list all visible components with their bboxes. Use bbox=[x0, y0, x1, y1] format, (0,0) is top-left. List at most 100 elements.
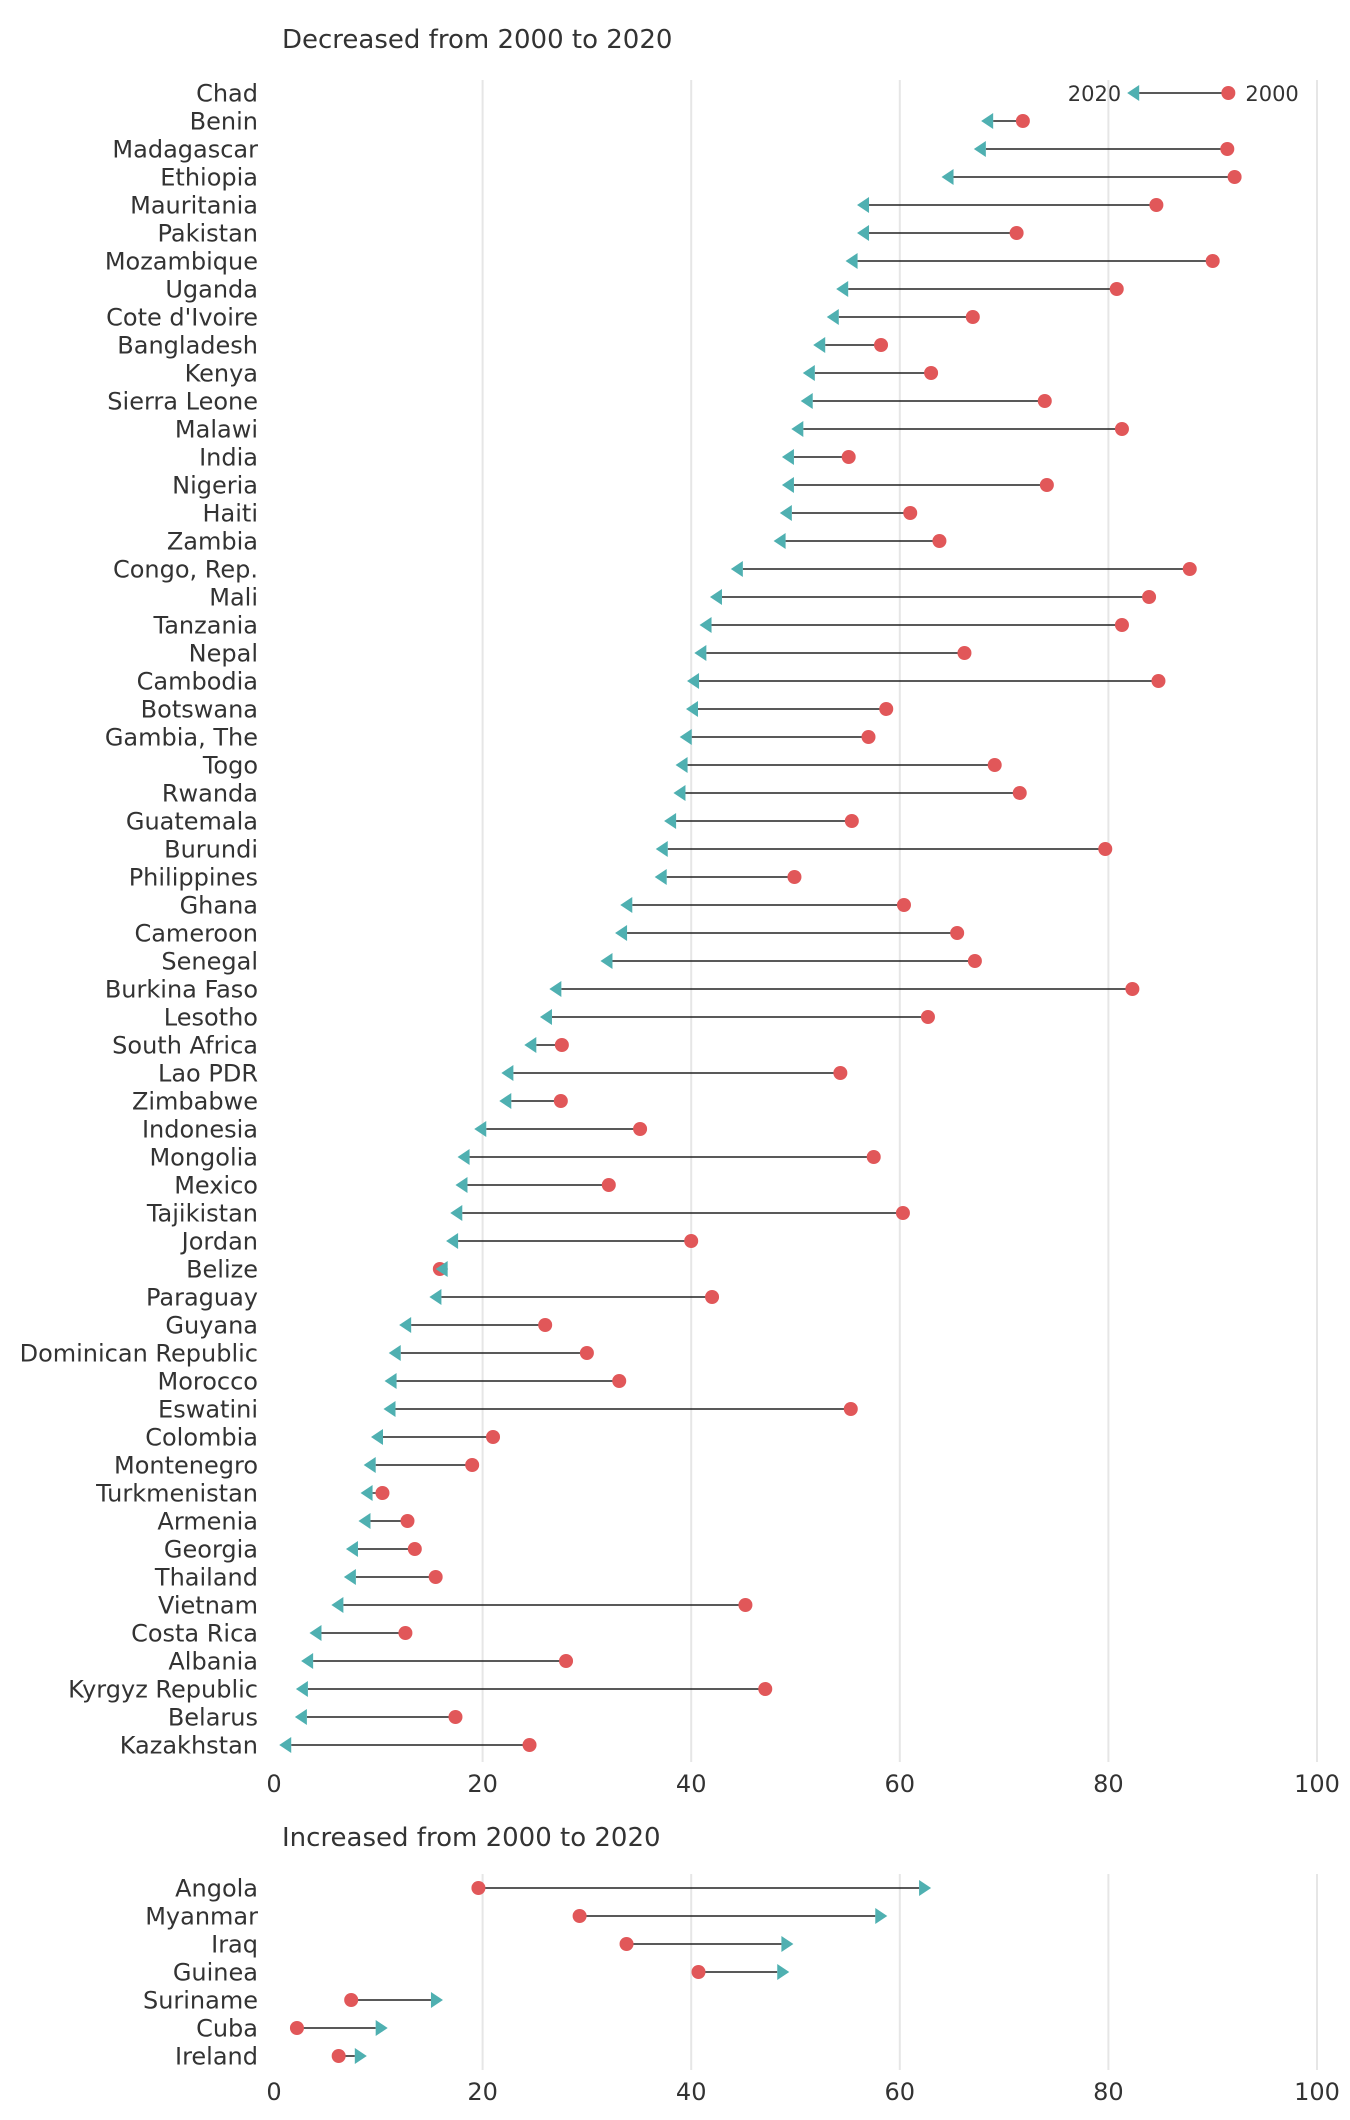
point-2000 bbox=[522, 1738, 537, 1752]
arrow-2020 bbox=[615, 925, 628, 941]
point-2000 bbox=[1221, 86, 1236, 100]
category-label: Cote d'Ivoire bbox=[106, 304, 258, 332]
category-label: Philippines bbox=[129, 864, 258, 892]
point-2000 bbox=[1114, 618, 1129, 632]
category-label: Benin bbox=[190, 108, 258, 136]
arrow-2020 bbox=[430, 1992, 443, 2008]
category-label: Mali bbox=[209, 584, 258, 612]
point-2000 bbox=[400, 1514, 415, 1528]
arrow-2020 bbox=[826, 309, 839, 325]
arrow-2020 bbox=[294, 1709, 307, 1725]
point-2000 bbox=[538, 1318, 553, 1332]
arrow-2020 bbox=[360, 1485, 373, 1501]
point-2000 bbox=[428, 1570, 443, 1584]
category-label: Armenia bbox=[157, 1508, 258, 1536]
x-tick-decreased-40: 40 bbox=[676, 1770, 707, 1798]
category-label: Paraguay bbox=[146, 1284, 258, 1312]
arrow-2020 bbox=[399, 1317, 412, 1333]
arrow-2020 bbox=[455, 1177, 468, 1193]
x-tick-decreased-20: 20 bbox=[467, 1770, 498, 1798]
point-2000 bbox=[738, 1598, 753, 1612]
category-label: Guatemala bbox=[126, 808, 258, 836]
arrow-2020 bbox=[388, 1345, 401, 1361]
x-tick-decreased-80: 80 bbox=[1093, 1770, 1124, 1798]
point-2000 bbox=[920, 1010, 935, 1024]
point-2000 bbox=[1012, 786, 1027, 800]
arrow-2020 bbox=[654, 869, 667, 885]
point-2000 bbox=[1182, 562, 1197, 576]
point-2000 bbox=[407, 1542, 422, 1556]
arrow-2020 bbox=[845, 253, 858, 269]
point-2000 bbox=[924, 366, 939, 380]
point-2000 bbox=[633, 1122, 648, 1136]
point-2000 bbox=[833, 1066, 848, 1080]
arrow-2020 bbox=[429, 1289, 442, 1305]
point-2000 bbox=[553, 1094, 568, 1108]
arrow-2020 bbox=[331, 1597, 344, 1613]
category-label: Belize bbox=[186, 1256, 258, 1284]
x-tick-decreased-60: 60 bbox=[885, 1770, 916, 1798]
arrow-2020 bbox=[524, 1037, 537, 1053]
category-label: Kazakhstan bbox=[120, 1732, 258, 1760]
arrow-2020 bbox=[435, 1261, 448, 1277]
category-label: Senegal bbox=[161, 948, 258, 976]
point-2000 bbox=[448, 1710, 463, 1724]
point-2000 bbox=[843, 1402, 858, 1416]
arrow-2020 bbox=[779, 505, 792, 521]
category-label: Angola bbox=[175, 1875, 258, 1903]
point-2000 bbox=[465, 1458, 480, 1472]
point-2000 bbox=[1205, 254, 1220, 268]
x-tick-increased-20: 20 bbox=[467, 2078, 498, 2106]
point-2000 bbox=[1037, 394, 1052, 408]
point-2000 bbox=[1109, 282, 1124, 296]
arrow-2020 bbox=[781, 1936, 794, 1952]
point-2000 bbox=[1015, 114, 1030, 128]
category-label: Nigeria bbox=[172, 472, 258, 500]
category-label: Kyrgyz Republic bbox=[68, 1676, 258, 1704]
category-label: Tajikistan bbox=[146, 1200, 258, 1228]
category-label: India bbox=[199, 444, 258, 472]
category-label: Kenya bbox=[185, 360, 258, 388]
category-label: Jordan bbox=[180, 1228, 258, 1256]
arrow-2020 bbox=[981, 113, 994, 129]
point-2000 bbox=[619, 1937, 634, 1951]
arrow-2020 bbox=[301, 1653, 314, 1669]
arrow-2020 bbox=[813, 337, 826, 353]
category-label: Zambia bbox=[167, 528, 258, 556]
arrow-2020 bbox=[687, 673, 700, 689]
point-2000 bbox=[844, 814, 859, 828]
point-2000 bbox=[601, 1178, 616, 1192]
arrow-2020 bbox=[474, 1121, 487, 1137]
arrow-2020 bbox=[295, 1681, 308, 1697]
point-2000 bbox=[612, 1374, 627, 1388]
category-label: Lesotho bbox=[164, 1004, 258, 1032]
arrow-2020 bbox=[781, 477, 794, 493]
arrow-2020 bbox=[941, 169, 954, 185]
x-tick-increased-60: 60 bbox=[885, 2078, 916, 2106]
category-label: Vietnam bbox=[158, 1592, 258, 1620]
category-label: Sierra Leone bbox=[107, 388, 258, 416]
arrow-2020 bbox=[919, 1880, 932, 1896]
point-2000 bbox=[874, 338, 889, 352]
point-2000 bbox=[1149, 198, 1164, 212]
category-label: Chad bbox=[196, 80, 258, 108]
category-label: Morocco bbox=[158, 1368, 259, 1396]
category-label: Togo bbox=[202, 752, 258, 780]
decreased-panel: 0 20 40 60 80 100ChadBeninMadagascarEthiopiaM… bbox=[20, 80, 1340, 1799]
arrow-2020 bbox=[620, 897, 633, 913]
arrow-2020 bbox=[383, 1401, 396, 1417]
category-label: Haiti bbox=[203, 500, 259, 528]
arrow-2020 bbox=[375, 2020, 388, 2036]
category-label: Eswatini bbox=[158, 1396, 258, 1424]
category-label: Mongolia bbox=[149, 1144, 258, 1172]
arrow-2020 bbox=[279, 1737, 292, 1753]
category-label: Albania bbox=[168, 1648, 258, 1676]
point-2000 bbox=[932, 534, 947, 548]
category-label: Myanmar bbox=[145, 1903, 258, 1931]
point-2000 bbox=[471, 1881, 486, 1895]
point-2000 bbox=[1142, 590, 1157, 604]
point-2000 bbox=[1220, 142, 1235, 156]
point-2000 bbox=[1114, 422, 1129, 436]
category-label: Congo, Rep. bbox=[113, 556, 258, 584]
